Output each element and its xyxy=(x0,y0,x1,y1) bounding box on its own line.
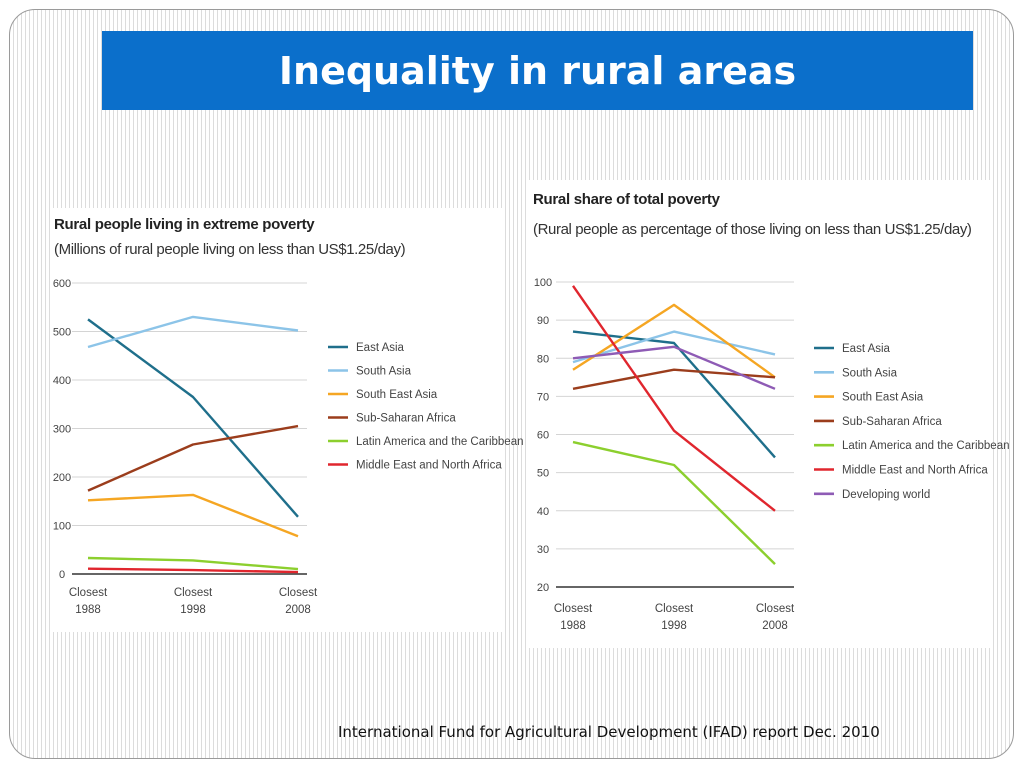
y-tick-label: 200 xyxy=(53,472,71,484)
legend-label: Middle East and North Africa xyxy=(842,465,988,477)
legend-label: East Asia xyxy=(356,342,405,354)
legend-label: South Asia xyxy=(842,367,898,379)
series-line-sub-saharan-africa xyxy=(572,368,776,390)
chart-subtitle: (Millions of rural people living on less… xyxy=(54,241,406,258)
legend-label: South East Asia xyxy=(842,392,924,404)
y-tick-label: 50 xyxy=(537,468,549,480)
y-tick-label: 100 xyxy=(534,277,552,289)
y-tick-label: 30 xyxy=(537,544,549,556)
slide-title: Inequality in rural areas xyxy=(278,48,797,93)
y-tick-label: 0 xyxy=(59,569,65,581)
x-tick-label: Closest xyxy=(655,603,694,615)
chart-panel-rural-share: Rural share of total poverty (Rural peop… xyxy=(528,180,1010,648)
legend-label: Middle East and North Africa xyxy=(356,460,502,472)
y-tick-label: 20 xyxy=(537,582,549,594)
chart-plot-extreme-poverty: 0 100 200 300 400 500 600 Closest 1988 Closest 199… xyxy=(53,278,524,616)
x-tick-label: Closest xyxy=(174,587,213,599)
series-line-south-asia xyxy=(87,315,299,349)
series-line-middle-east-and-north-africa xyxy=(87,567,299,574)
legend-label: Developing world xyxy=(842,489,930,501)
chart-title: Rural share of total poverty xyxy=(533,191,720,208)
chart-title: Rural people living in extreme poverty xyxy=(54,216,315,233)
series-line-latin-america-and-the-caribbean xyxy=(87,556,299,571)
x-tick-label: Closest xyxy=(756,603,795,615)
chart-panel-extreme-poverty: Rural people living in extreme poverty (… xyxy=(51,208,524,632)
x-tick-label: 1998 xyxy=(661,620,687,632)
series-line-south-east-asia xyxy=(572,303,776,379)
x-tick-label: 1988 xyxy=(560,620,586,632)
y-tick-label: 60 xyxy=(537,430,549,442)
x-tick-label: Closest xyxy=(69,587,108,599)
legend-label: East Asia xyxy=(842,343,891,355)
legend-label: Sub-Saharan Africa xyxy=(842,416,942,428)
y-tick-label: 70 xyxy=(537,391,549,403)
y-tick-label: 300 xyxy=(53,424,71,436)
legend-label: Latin America and the Caribbean xyxy=(356,436,524,448)
series-line-middle-east-and-north-africa xyxy=(572,285,776,512)
y-tick-label: 400 xyxy=(53,375,71,387)
legend-label: Sub-Saharan Africa xyxy=(356,413,456,425)
chart-plot-rural-share: 20 30 40 50 60 70 80 90 100 Closest 1988 Closest 199… xyxy=(534,277,1010,632)
series-line-east-asia xyxy=(87,318,299,518)
series-line-sub-saharan-africa xyxy=(87,424,299,492)
y-tick-label: 100 xyxy=(53,521,71,533)
y-tick-label: 40 xyxy=(537,506,549,518)
legend-label: South Asia xyxy=(356,366,412,378)
y-tick-label: 80 xyxy=(537,353,549,365)
series-line-south-asia xyxy=(572,330,776,364)
title-banner: Inequality in rural areas xyxy=(102,31,973,110)
x-tick-label: 2008 xyxy=(285,604,311,616)
series-line-developing-world xyxy=(572,345,776,390)
y-tick-label: 90 xyxy=(537,315,549,327)
legend-label: Latin America and the Caribbean xyxy=(842,440,1010,452)
y-tick-label: 500 xyxy=(53,327,71,339)
source-citation: International Fund for Agricultural Deve… xyxy=(338,723,880,741)
x-tick-label: 1998 xyxy=(180,604,206,616)
x-tick-label: Closest xyxy=(279,587,318,599)
y-tick-label: 600 xyxy=(53,278,71,290)
x-tick-label: 2008 xyxy=(762,620,788,632)
series-line-latin-america-and-the-caribbean xyxy=(572,440,776,565)
x-tick-label: 1988 xyxy=(75,604,101,616)
chart-subtitle: (Rural people as percentage of those liv… xyxy=(533,221,972,238)
x-tick-label: Closest xyxy=(554,603,593,615)
legend-label: South East Asia xyxy=(356,389,438,401)
series-line-south-east-asia xyxy=(87,493,299,538)
